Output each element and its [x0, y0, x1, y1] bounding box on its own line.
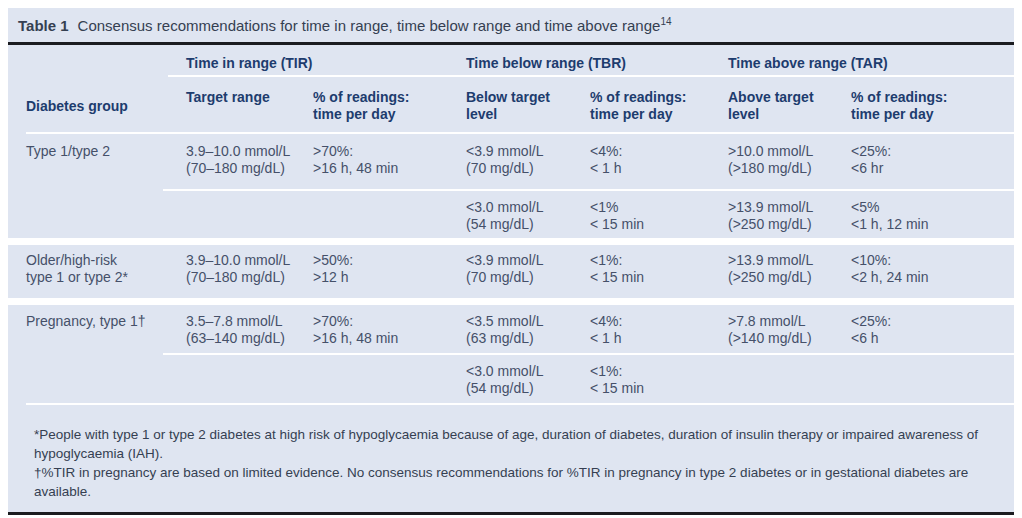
cell-tar-level: >13.9 mmol/L (>250 mg/dL): [728, 199, 851, 233]
table-subrow: Pregnancy, type 1† 3.5–7.8 mmol/L (63–14…: [8, 305, 1014, 353]
table-subrow: <3.0 mmol/L (54 mg/dL) <1% < 15 min >13.…: [8, 191, 1014, 238]
cell-tar-readings: [851, 363, 1005, 397]
table-row-older-high-risk: Older/high-risk type 1 or type 2* 3.9–10…: [8, 245, 1014, 298]
cell-tbr-readings: <4%: < 1 h: [590, 143, 728, 177]
row-gap: [8, 298, 1014, 305]
cell-tar-readings: <10%: <2 h, 24 min: [851, 252, 1005, 286]
cell-target-range: 3.9–10.0 mmol/L (70–180 mg/dL): [186, 252, 313, 286]
cell-tbr-level: <3.0 mmol/L (54 mg/dL): [466, 199, 590, 233]
table-subrow: Older/high-risk type 1 or type 2* 3.9–10…: [8, 245, 1014, 298]
page: Table 1 Consensus recommendations for ti…: [0, 0, 1022, 518]
table-row-pregnancy: Pregnancy, type 1† 3.5–7.8 mmol/L (63–14…: [8, 305, 1014, 405]
group-header-tar: Time above range (TAR): [728, 55, 1005, 75]
cell-diabetes-group: Pregnancy, type 1†: [26, 313, 186, 347]
cell-tbr-readings: <1% < 15 min: [590, 199, 728, 233]
col-header-target-range: Target range: [186, 89, 313, 106]
cell-tar-level: >13.9 mmol/L (>250 mg/dL): [728, 252, 851, 286]
cell-tar-level: >10.0 mmol/L (>180 mg/dL): [728, 143, 851, 177]
row-gap: [8, 238, 1014, 245]
col-header-tbr-readings: % of readings: time per day: [590, 89, 728, 123]
cell-tbr-level: <3.9 mmol/L (70 mg/dL): [466, 143, 590, 177]
table-row-type1-type2: Type 1/type 2 3.9–10.0 mmol/L (70–180 mg…: [8, 134, 1014, 238]
footnote-asterisk: *People with type 1 or type 2 diabetes a…: [34, 425, 998, 463]
table-number: Table 1: [18, 17, 69, 34]
column-header-row: Diabetes group Target range % of reading…: [8, 77, 1014, 132]
cell-tir-readings: >50%: >12 h: [313, 252, 466, 286]
cell-tar-readings: <25%: <6 h: [851, 313, 1005, 347]
cell-target-range: 3.9–10.0 mmol/L (70–180 mg/dL): [186, 143, 313, 177]
table-1: Table 1 Consensus recommendations for ti…: [8, 8, 1014, 515]
table-title-text: Consensus recommendations for time in ra…: [78, 17, 661, 34]
cell-tir-readings: >70%: >16 h, 48 min: [313, 313, 466, 347]
table-title: Consensus recommendations for time in ra…: [78, 17, 672, 34]
group-header-tbr: Time below range (TBR): [466, 55, 728, 75]
footnote-dagger: †%TIR in pregnancy are based on limited …: [34, 463, 998, 501]
col-header-diabetes-group: Diabetes group: [26, 98, 186, 115]
cell-tbr-level: <3.5 mmol/L (63 mg/dL): [466, 313, 590, 347]
col-header-tar-readings: % of readings: time per day: [851, 89, 1005, 123]
cell-tbr-readings: <1%: < 15 min: [590, 252, 728, 286]
table-subrow: <3.0 mmol/L (54 mg/dL) <1%: < 15 min: [8, 355, 1014, 403]
cell-tbr-level: <3.9 mmol/L (70 mg/dL): [466, 252, 590, 286]
citation-reference: 14: [660, 16, 671, 27]
cell-tir-readings: >70%: >16 h, 48 min: [313, 143, 466, 177]
cell-tbr-readings: <1%: < 15 min: [590, 363, 728, 397]
table-caption: Table 1 Consensus recommendations for ti…: [8, 8, 1014, 42]
group-header-tir: Time in range (TIR): [186, 55, 466, 75]
column-group-row: Time in range (TIR) Time below range (TB…: [8, 45, 1014, 75]
col-header-tar-level: Above target level: [728, 89, 851, 123]
cell-diabetes-group: Older/high-risk type 1 or type 2*: [26, 252, 186, 286]
group-spacer: [26, 55, 186, 75]
cell-tar-level: [728, 363, 851, 397]
cell-tbr-level: <3.0 mmol/L (54 mg/dL): [466, 363, 590, 397]
table-bottom-rule: [8, 512, 1014, 515]
cell-diabetes-group: Type 1/type 2: [26, 143, 186, 177]
col-header-tbr-level: Below target level: [466, 89, 590, 123]
cell-tar-readings: <5% <1 h, 12 min: [851, 199, 1005, 233]
cell-tar-readings: <25%: <6 hr: [851, 143, 1005, 177]
table-header: Time in range (TIR) Time below range (TB…: [8, 45, 1014, 134]
col-header-tir-readings: % of readings: time per day: [313, 89, 466, 123]
cell-tbr-readings: <4%: < 1 h: [590, 313, 728, 347]
table-subrow: Type 1/type 2 3.9–10.0 mmol/L (70–180 mg…: [8, 134, 1014, 189]
cell-tar-level: >7.8 mmol/L (>140 mg/dL): [728, 313, 851, 347]
table-footnotes: *People with type 1 or type 2 diabetes a…: [8, 405, 1014, 512]
cell-target-range: 3.5–7.8 mmol/L (63–140 mg/dL): [186, 313, 313, 347]
